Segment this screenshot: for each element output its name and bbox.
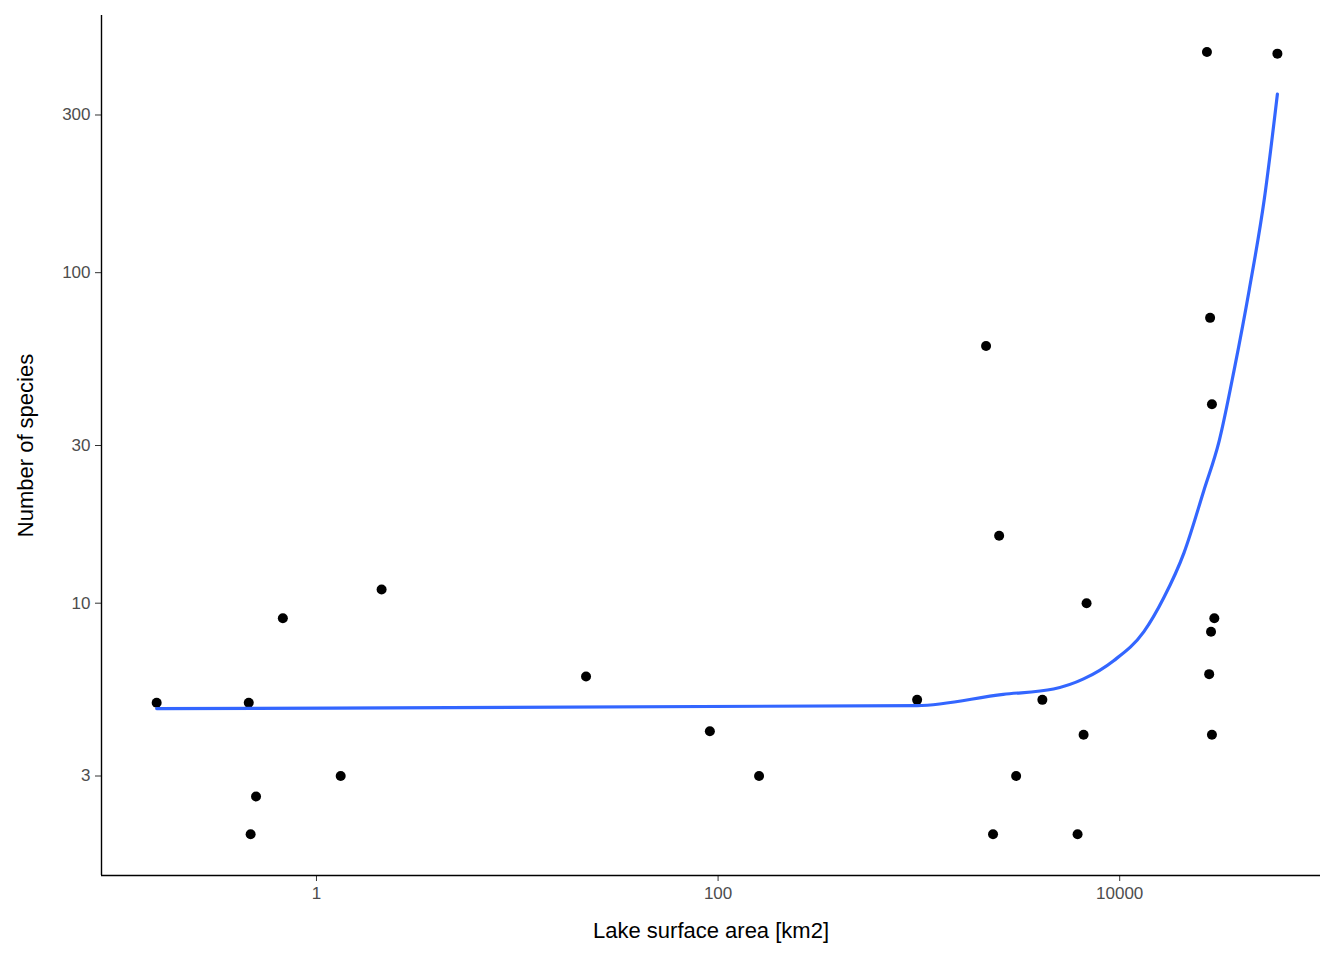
svg-text:1: 1 — [312, 884, 321, 903]
svg-text:100: 100 — [704, 884, 732, 903]
svg-text:10000: 10000 — [1096, 884, 1143, 903]
svg-text:10: 10 — [72, 594, 91, 613]
svg-text:3: 3 — [81, 766, 90, 785]
svg-text:Lake surface area [km2]: Lake surface area [km2] — [593, 918, 829, 943]
svg-text:100: 100 — [62, 263, 90, 282]
svg-text:300: 300 — [62, 105, 90, 124]
svg-text:Number of species: Number of species — [13, 354, 38, 537]
svg-text:30: 30 — [72, 436, 91, 455]
